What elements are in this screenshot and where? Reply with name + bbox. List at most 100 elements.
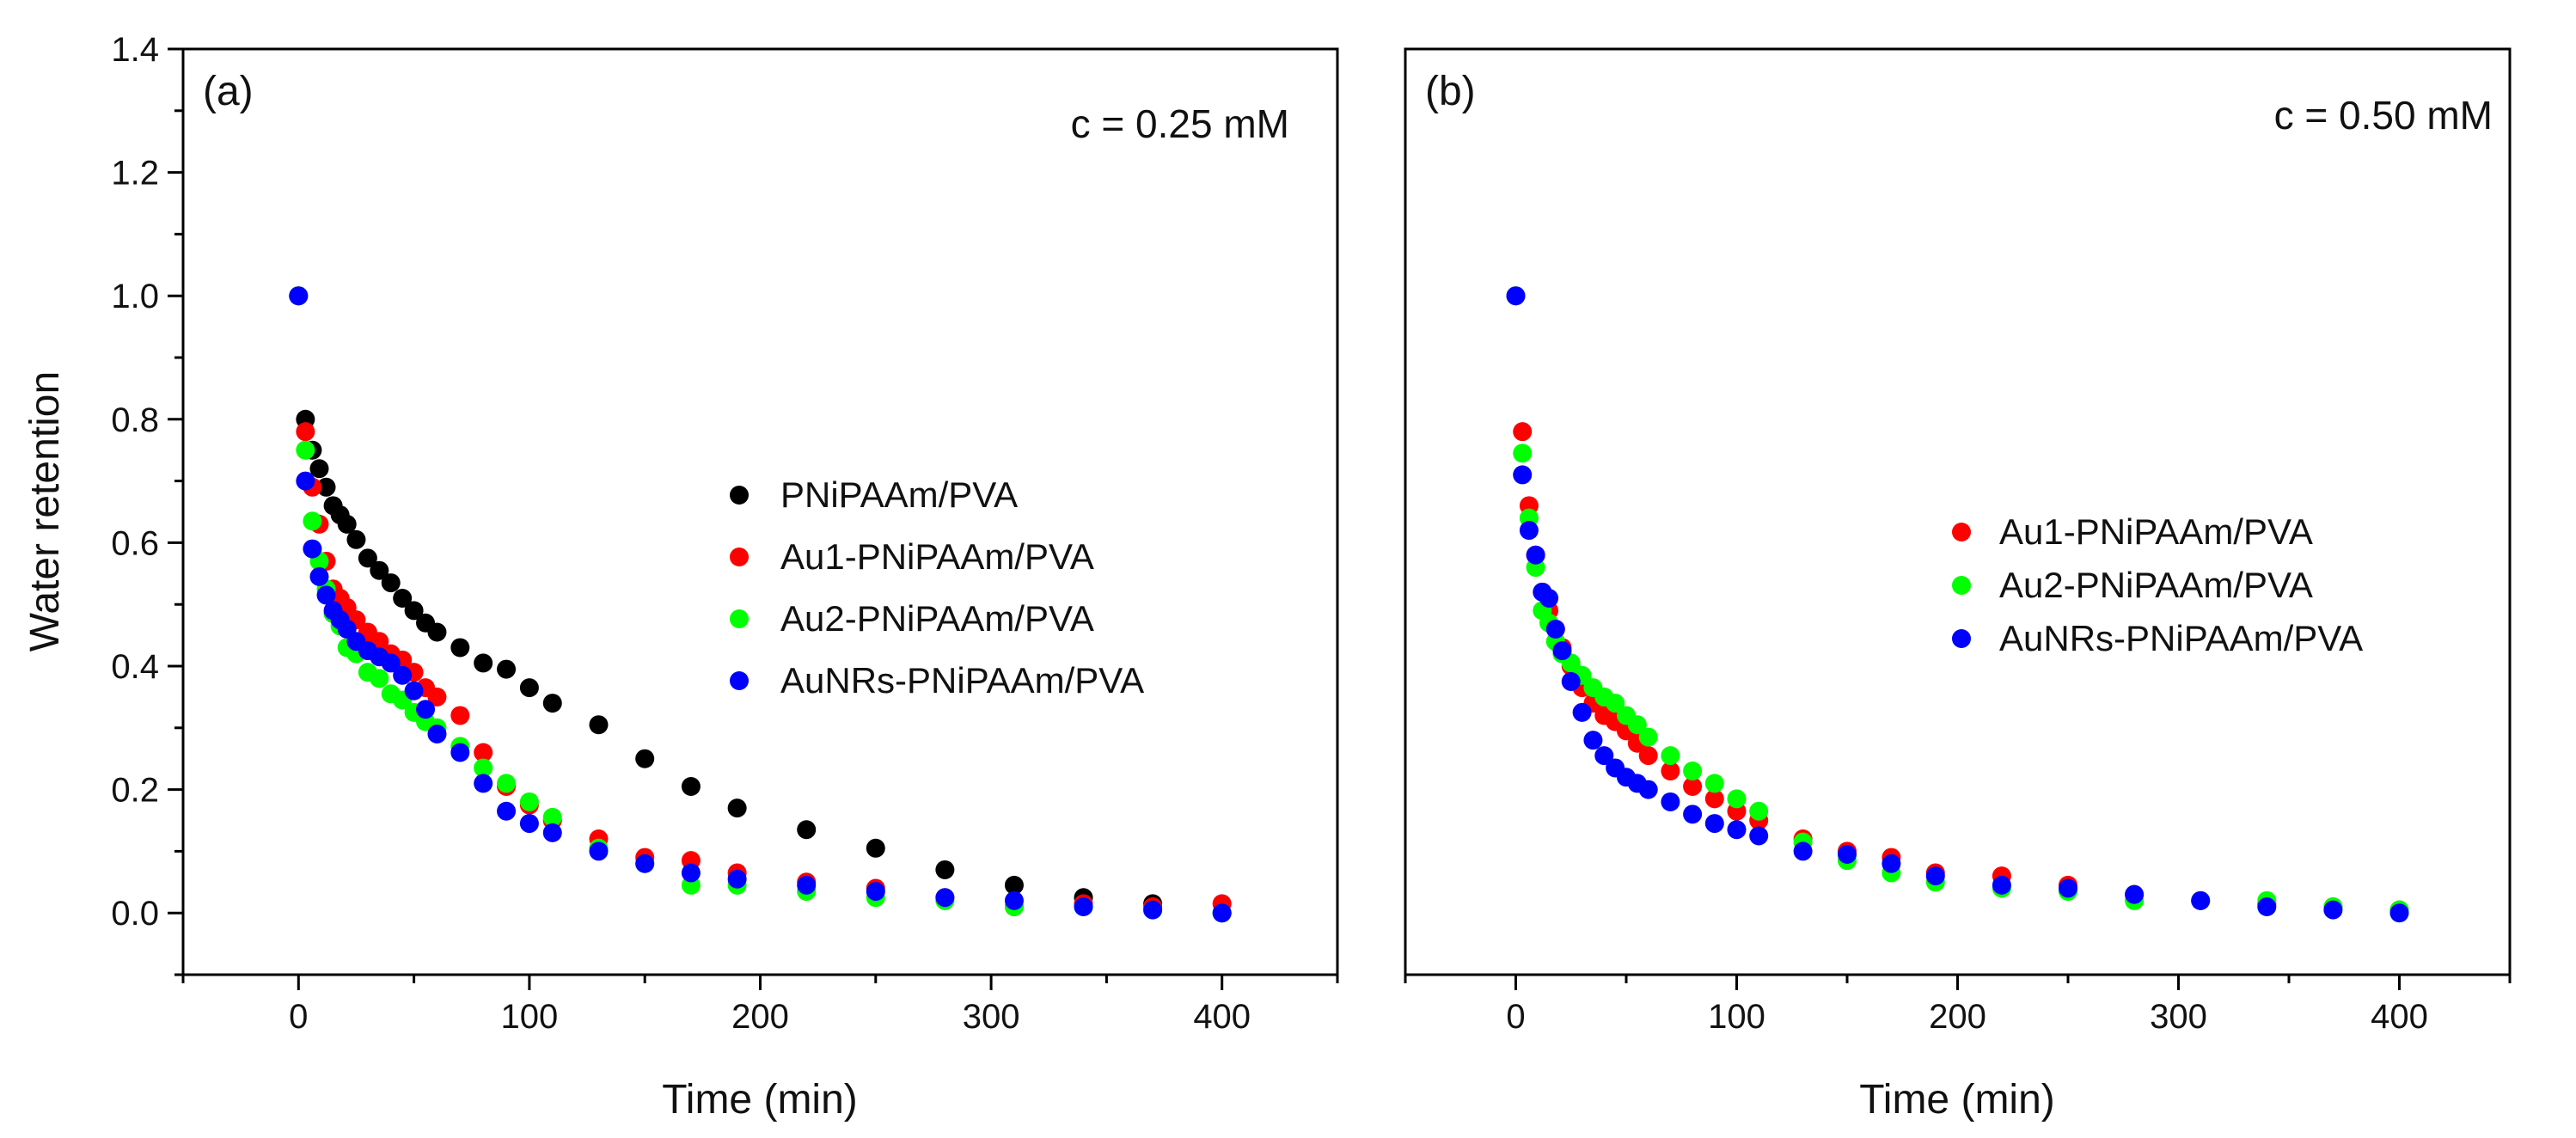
- x-tick-label: 300: [963, 998, 1020, 1036]
- data-point: [542, 694, 562, 713]
- data-point: [1727, 820, 1747, 840]
- data-point: [1513, 444, 1533, 463]
- data-point: [727, 798, 747, 818]
- panel-b: 0 100 200 300 400 (b) c = 0.50 mM Time (min)…: [1404, 47, 2512, 1123]
- data-point: [450, 743, 470, 762]
- panel-a-x-axis-title: Time (min): [662, 1077, 858, 1123]
- data-point: [1513, 422, 1533, 442]
- data-point: [2257, 897, 2277, 917]
- data-point: [497, 659, 517, 679]
- panel-b-concentration-annotation: c = 0.50 mM: [2274, 93, 2493, 138]
- data-point: [635, 854, 655, 873]
- data-point: [2125, 884, 2145, 904]
- data-point: [681, 863, 701, 883]
- y-tick-label: 0.0: [111, 895, 159, 933]
- data-point: [303, 511, 322, 531]
- data-point: [1506, 286, 1526, 306]
- data-point: [427, 724, 447, 743]
- x-tick-label: 400: [2371, 998, 2428, 1036]
- data-point: [1882, 854, 1901, 873]
- data-point: [1583, 731, 1603, 750]
- y-tick-label: 0.2: [111, 772, 159, 810]
- x-tick-label: 100: [1708, 998, 1765, 1036]
- data-point: [1661, 792, 1680, 811]
- data-point: [866, 838, 885, 858]
- series-aunrs-pnipaam-pva: [289, 286, 1232, 923]
- data-point: [303, 539, 322, 559]
- legend-label: Au2-PNiPAAm/PVA: [780, 598, 1094, 639]
- data-point: [316, 585, 336, 605]
- panel-b-data-points: [1506, 286, 2409, 923]
- data-point: [1704, 789, 1724, 809]
- legend-label: Au2-PNiPAAm/PVA: [1999, 565, 2313, 605]
- data-point: [296, 422, 315, 442]
- data-point: [1683, 777, 1703, 797]
- legend-label: AuNRs-PNiPAAm/PVA: [1999, 618, 2363, 658]
- data-point: [1212, 903, 1232, 923]
- data-point: [1572, 702, 1592, 722]
- data-point: [542, 823, 562, 842]
- data-point: [681, 777, 701, 797]
- panel-a-data-points: [289, 286, 1232, 923]
- data-point: [635, 749, 655, 768]
- x-tick-label: 0: [1506, 998, 1525, 1036]
- data-point: [474, 743, 493, 762]
- data-point: [1704, 774, 1724, 793]
- panel-a-label: (a): [203, 69, 254, 114]
- x-tick-label: 100: [501, 998, 559, 1036]
- data-point: [296, 471, 315, 491]
- data-point: [316, 477, 336, 497]
- data-point: [427, 622, 447, 642]
- data-point: [1925, 866, 1945, 886]
- data-point: [1838, 844, 1857, 864]
- data-point: [450, 706, 470, 725]
- data-point: [1793, 841, 1813, 861]
- data-point: [381, 573, 401, 593]
- data-point: [1992, 875, 2011, 895]
- legend-marker: [1952, 523, 1971, 541]
- panel-a-y-ticks: 0.0 0.2 0.4 0.6 0.8 1.0 1.2 1.4: [111, 31, 183, 976]
- data-point: [1727, 789, 1747, 809]
- data-point: [309, 566, 329, 586]
- data-point: [370, 560, 389, 580]
- panel-b-label: (b): [1425, 69, 1476, 114]
- series-aunrs-pnipaam-pva: [1506, 286, 2409, 923]
- y-tick-label: 0.6: [111, 524, 159, 562]
- legend-marker: [1952, 629, 1971, 648]
- data-point: [1749, 826, 1769, 846]
- legend-marker: [730, 548, 749, 566]
- data-point: [2191, 890, 2211, 910]
- data-point: [381, 653, 401, 673]
- data-point: [519, 814, 539, 834]
- data-point: [497, 801, 517, 821]
- panel-a-y-axis-title: Water retention: [22, 371, 68, 652]
- panel-a-concentration-annotation: c = 0.25 mM: [1071, 101, 1289, 146]
- legend-marker: [730, 609, 749, 628]
- x-tick-label: 200: [1929, 998, 1986, 1036]
- legend-label: Au1-PNiPAAm/PVA: [780, 536, 1094, 577]
- data-point: [935, 888, 955, 908]
- data-point: [1143, 900, 1163, 920]
- panel-b-x-axis-title: Time (min): [1859, 1077, 2055, 1123]
- y-tick-label: 1.2: [111, 155, 159, 193]
- panel-a-legend: PNiPAAm/PVA Au1-PNiPAAm/PVA Au2-PNiPAAm/PV…: [730, 474, 1144, 701]
- data-point: [797, 875, 817, 895]
- panel-a: 0 100 200 300 400 0.0 0.2 0.4 0.6 0.8 1.0 1.2 1.4 (…: [22, 31, 1339, 1123]
- data-point: [370, 669, 389, 688]
- data-point: [309, 459, 329, 479]
- y-tick-label: 0.4: [111, 648, 159, 686]
- y-tick-label: 1.4: [111, 31, 159, 69]
- panel-b-legend: Au1-PNiPAAm/PVA Au2-PNiPAAm/PVA AuNRs-PNiP…: [1952, 511, 2363, 658]
- data-point: [450, 638, 470, 658]
- data-point: [1519, 521, 1539, 541]
- data-point: [1074, 897, 1093, 917]
- data-point: [1749, 801, 1769, 821]
- data-point: [519, 792, 539, 811]
- data-point: [337, 514, 357, 534]
- data-point: [542, 807, 562, 827]
- data-point: [289, 286, 309, 306]
- data-point: [1539, 589, 1559, 609]
- x-tick-label: 300: [2150, 998, 2207, 1036]
